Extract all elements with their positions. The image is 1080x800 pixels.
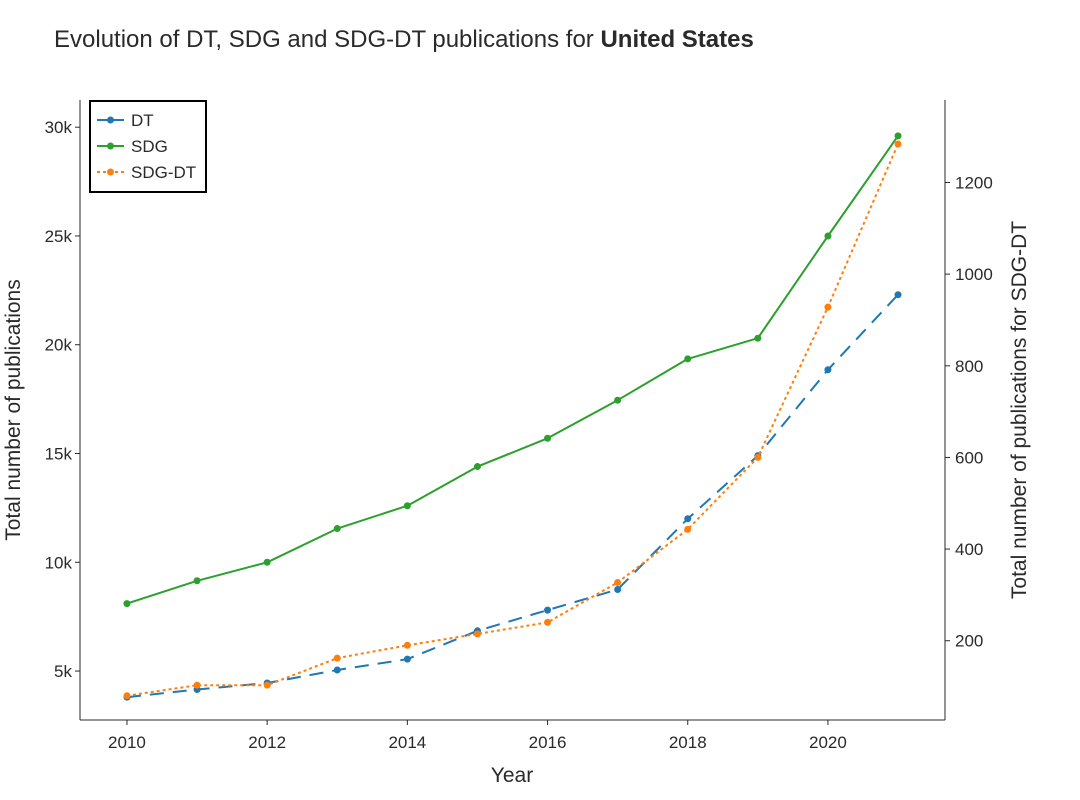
y2-tick-label: 400: [955, 540, 983, 559]
data-point-sdg: [193, 577, 201, 585]
data-point-sdg: [544, 434, 552, 442]
data-point-sdg-dt: [403, 641, 411, 649]
data-point-dt: [824, 366, 832, 374]
legend-marker-sdg: [107, 142, 114, 150]
data-point-sdg: [754, 334, 762, 342]
legend-label-sdg: SDG: [131, 137, 168, 156]
x-tick-label: 2018: [669, 733, 707, 752]
y2-axis-label: Total number of publications for SDG-DT: [1008, 221, 1031, 599]
data-point-sdg: [894, 132, 902, 140]
x-tick-label: 2014: [388, 733, 426, 752]
legend: DT SDG SDG-DT: [89, 100, 207, 193]
axes: [79, 100, 946, 721]
y-tick-label: 15k: [45, 445, 73, 464]
chart-title-text: Evolution of DT, SDG and SDG-DT publicat…: [54, 26, 594, 53]
data-point-sdg-dt: [824, 303, 832, 311]
y-tick-label: 30k: [45, 118, 73, 137]
data-point-dt: [544, 606, 552, 614]
legend-label-sdg-dt: SDG-DT: [131, 163, 196, 182]
data-point-dt: [684, 515, 692, 523]
data-point-sdg-dt: [684, 525, 692, 533]
y-tick-label: 10k: [45, 553, 73, 572]
data-point-dt: [333, 666, 341, 674]
data-point-dt: [614, 585, 622, 593]
series-line-sdg: [126, 135, 899, 605]
y2-tick-label: 800: [955, 357, 983, 376]
data-point-sdg: [263, 558, 271, 566]
data-point-sdg: [614, 396, 622, 404]
data-point-sdg: [473, 463, 481, 471]
y2-tick-label: 200: [955, 632, 983, 651]
data-point-sdg: [684, 355, 692, 363]
data-point-sdg: [123, 600, 131, 608]
chart-title: Evolution of DT, SDG and SDG-DT publicat…: [54, 26, 754, 54]
y-tick-label: 5k: [54, 662, 72, 681]
x-tick-label: 2010: [108, 733, 146, 752]
y2-tick-label: 600: [955, 448, 983, 467]
y2-tick-label: 1000: [955, 265, 993, 284]
x-axis-label: Year: [491, 764, 533, 787]
data-point-sdg-dt: [544, 618, 552, 626]
y2-tick-label: 1200: [955, 173, 993, 192]
x-tick-label: 2012: [248, 733, 286, 752]
series-line-sdg-dt: [126, 143, 899, 697]
data-point-sdg-dt: [193, 681, 201, 689]
x-tick-label: 2020: [809, 733, 847, 752]
x-tick-label: 2016: [529, 733, 567, 752]
legend-marker-dt: [107, 116, 114, 124]
data-point-sdg: [333, 525, 341, 533]
y-tick-label: 25k: [45, 227, 73, 246]
chart-title-country: United States: [600, 26, 754, 53]
data-point-sdg-dt: [263, 681, 271, 689]
legend-box: [89, 100, 207, 193]
legend-label-dt: DT: [131, 111, 154, 130]
y-tick-label: 20k: [45, 336, 73, 355]
data-point-dt: [403, 655, 411, 663]
data-point-dt: [894, 291, 902, 299]
data-point-sdg-dt: [333, 654, 341, 662]
series-lines: [123, 132, 902, 701]
data-point-sdg-dt: [473, 630, 481, 638]
data-point-sdg-dt: [894, 140, 902, 148]
data-point-sdg-dt: [754, 453, 762, 461]
series-line-dt: [126, 294, 899, 699]
data-point-sdg-dt: [614, 579, 622, 587]
tick-marks: 2010 2012 2014 2016 2018 2020 5k 10k 15k 20k 25k 30…: [45, 118, 993, 752]
data-point-sdg: [824, 232, 832, 240]
legend-marker-sdg-dt: [107, 168, 114, 176]
data-point-sdg-dt: [123, 692, 131, 700]
y-axis-label: Total number of publications: [2, 279, 25, 541]
data-point-sdg: [403, 502, 411, 510]
